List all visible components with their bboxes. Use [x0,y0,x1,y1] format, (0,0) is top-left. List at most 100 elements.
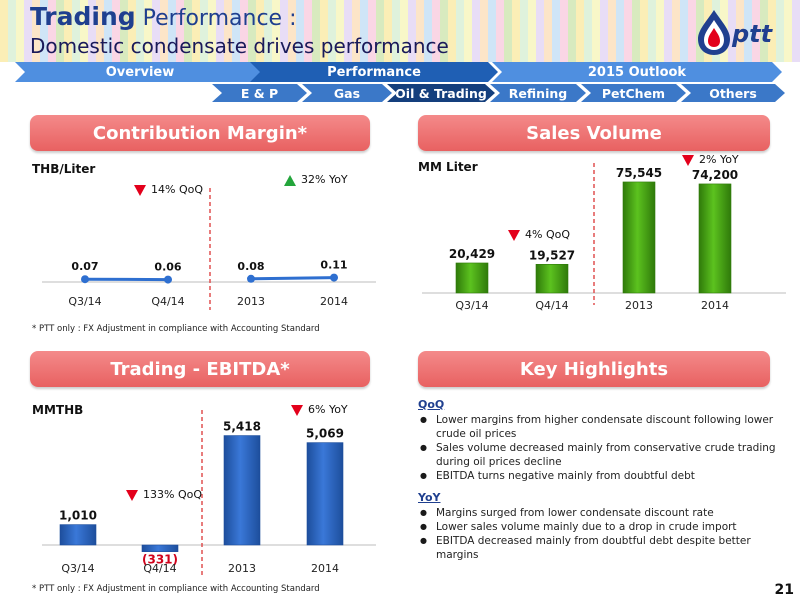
title-stripe [256,0,264,62]
list-item: Lower margins from higher condensate dis… [418,413,793,441]
data-point [247,274,255,283]
title-stripe [64,0,72,62]
title-stripe [608,0,616,62]
title-stripe [248,0,256,62]
title-stripe [672,0,680,62]
title-stripe [368,0,376,62]
title-stripe [88,0,96,62]
contribution-margin-header: Contribution Margin* [30,115,370,151]
bar [698,183,732,294]
sub-nav-tab-oil-trading[interactable]: Oil & Trading [387,84,495,102]
title-stripe [480,0,488,62]
x-tick-label: 2014 [311,562,339,575]
title-stripe [232,0,240,62]
series-line [250,276,335,281]
nav-tab-overview[interactable]: Overview [15,62,265,82]
title-stripe [520,0,528,62]
title-stripe [576,0,584,62]
footnote-bottom: * PTT only : FX Adjustment in compliance… [32,584,320,594]
title-stripe [32,0,40,62]
title-stripe [464,0,472,62]
x-tick-label: Q3/14 [455,299,488,312]
data-label: 0.11 [320,259,347,272]
title-stripe [448,0,456,62]
sub-nav-tab-refining[interactable]: Refining [490,84,586,102]
yoy-list: Margins surged from lower condensate dis… [418,506,793,562]
data-point [330,273,338,282]
chart1-qoq-annotation: 14% QoQ [134,183,203,196]
title-stripe [568,0,576,62]
data-label: 0.06 [154,261,181,274]
title-stripe [440,0,448,62]
data-point [164,275,172,284]
trading-ebitda-header: Trading - EBITDA* [30,351,370,387]
logo-text: ptt [731,20,774,48]
title-stripe [240,0,248,62]
down-arrow-icon [508,229,520,241]
title-stripe [168,0,176,62]
title-stripe [784,0,792,62]
title-stripe [544,0,552,62]
x-tick-label: Q4/14 [143,562,176,575]
title-stripe [312,0,320,62]
title-stripe [560,0,568,62]
title-stripe [760,0,768,62]
chart2-qoq-annotation: 4% QoQ [508,228,570,241]
nav-tab-2015-outlook[interactable]: 2015 Outlook [492,62,782,82]
ptt-logo: ptt [698,10,774,55]
data-label: 20,429 [449,247,495,261]
bar [535,263,569,294]
title-stripe [288,0,296,62]
contribution-margin-chart: 0.07 0.06 0.08 0.11 Q3/14 Q4/14 2013 2014 [42,188,376,310]
title-stripe [680,0,688,62]
footnote-top: * PTT only : FX Adjustment in compliance… [32,324,320,334]
title-stripe [352,0,360,62]
title-stripe [184,0,192,62]
page-number: 21 [774,582,794,598]
title-stripe [104,0,112,62]
title-stripe [8,0,16,62]
nav-tab-performance[interactable]: Performance [250,62,498,82]
x-tick-label: 2013 [237,295,265,308]
list-item: Lower sales volume mainly due to a drop … [418,520,793,534]
title-stripe [648,0,656,62]
chart3-yoy-annotation: 6% YoY [291,403,348,416]
x-tick-label: 2014 [701,299,729,312]
title-stripe [112,0,120,62]
title-stripe [296,0,304,62]
title-stripe [344,0,352,62]
sales-volume-chart: 20,429 19,527 75,545 74,200 Q3/14 Q4/14 2013 20… [422,163,786,312]
title-stripe [496,0,504,62]
sub-nav-tab-e-p[interactable]: E & P [212,84,307,102]
sub-nav-tab-petchem[interactable]: PetChem [581,84,686,102]
title-stripe [632,0,640,62]
sub-nav-tab-gas[interactable]: Gas [302,84,392,102]
title-stripe [120,0,128,62]
yoy-heading: YoY [418,491,441,504]
data-label: 19,527 [529,248,575,262]
title-stripe [152,0,160,62]
title-stripe [192,0,200,62]
title-stripe [128,0,136,62]
bar [622,181,656,294]
title-stripe [336,0,344,62]
title-stripe [200,0,208,62]
page-title: Trading Performance : [30,2,297,31]
title-stripe [792,0,800,62]
title-stripe [136,0,144,62]
title-stripe [512,0,520,62]
title-stripe [416,0,424,62]
list-item: Sales volume decreased mainly from conse… [418,441,793,469]
title-stripe [640,0,648,62]
title-stripe [376,0,384,62]
data-label: 74,200 [692,168,738,182]
title-stripe [72,0,80,62]
title-band [0,0,800,62]
title-stripe [744,0,752,62]
sub-nav-tab-others[interactable]: Others [681,84,785,102]
title-stripe [552,0,560,62]
x-tick-label: 2014 [320,295,348,308]
data-label: 5,069 [306,427,344,441]
title-stripe [624,0,632,62]
x-tick-label: Q3/14 [61,562,94,575]
